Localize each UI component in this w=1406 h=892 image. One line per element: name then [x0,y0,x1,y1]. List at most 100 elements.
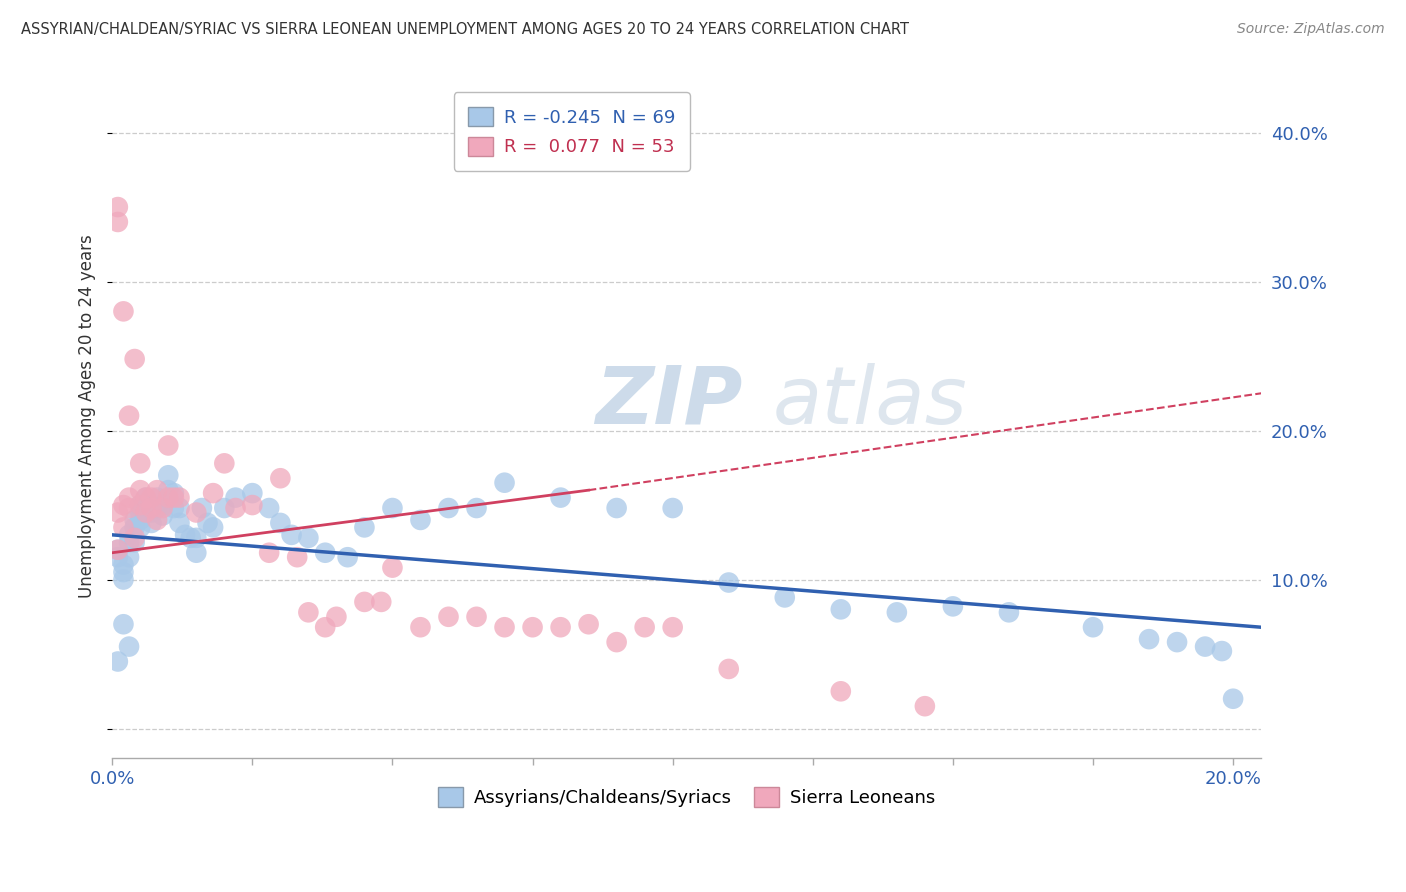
Point [437,609,460,624]
Point [437,501,460,516]
Point [465,609,488,624]
Point [1222,691,1244,706]
Point [107,506,129,520]
Point [112,573,135,587]
Y-axis label: Unemployment Among Ages 20 to 24 years: Unemployment Among Ages 20 to 24 years [79,234,96,598]
Point [494,475,516,490]
Point [550,620,572,634]
Point [152,508,174,523]
Point [118,528,141,542]
Point [634,620,657,634]
Point [717,575,740,590]
Point [112,304,135,318]
Point [494,620,516,634]
Point [157,468,180,483]
Point [578,617,600,632]
Point [717,662,740,676]
Point [773,591,796,605]
Point [1194,640,1216,654]
Text: Source: ZipAtlas.com: Source: ZipAtlas.com [1237,22,1385,37]
Point [112,617,135,632]
Point [314,546,336,560]
Point [830,684,852,698]
Point [214,456,236,470]
Point [409,513,432,527]
Point [124,531,146,545]
Point [135,506,157,520]
Point [280,528,302,542]
Point [107,215,129,229]
Point [141,501,163,516]
Point [197,516,219,530]
Point [112,565,135,579]
Point [353,595,375,609]
Point [550,491,572,505]
Point [118,535,141,549]
Point [202,486,225,500]
Point [214,501,236,516]
Point [118,491,141,505]
Point [169,501,191,516]
Point [141,506,163,520]
Point [169,491,191,505]
Point [886,605,908,619]
Point [297,605,319,619]
Point [191,501,214,516]
Point [157,483,180,498]
Point [465,501,488,516]
Point [257,546,280,560]
Point [240,486,263,500]
Point [186,531,208,545]
Point [661,501,683,516]
Point [152,498,174,512]
Point [129,483,152,498]
Point [269,471,291,485]
Text: atlas: atlas [773,363,967,441]
Point [141,516,163,530]
Point [112,498,135,512]
Point [107,542,129,557]
Point [285,550,308,565]
Point [225,501,247,516]
Point [225,491,247,505]
Text: ZIP: ZIP [595,363,742,441]
Point [107,200,129,214]
Point [186,546,208,560]
Point [1081,620,1104,634]
Point [163,501,186,516]
Point [661,620,683,634]
Point [381,560,404,574]
Point [146,501,169,516]
Point [240,498,263,512]
Point [830,602,852,616]
Point [325,609,347,624]
Point [135,491,157,505]
Point [118,640,141,654]
Point [914,699,936,714]
Point [124,535,146,549]
Point [370,595,392,609]
Point [118,409,141,423]
Text: ASSYRIAN/CHALDEAN/SYRIAC VS SIERRA LEONEAN UNEMPLOYMENT AMONG AGES 20 TO 24 YEAR: ASSYRIAN/CHALDEAN/SYRIAC VS SIERRA LEONE… [21,22,910,37]
Point [107,542,129,557]
Point [107,655,129,669]
Point [124,520,146,534]
Point [174,528,197,542]
Point [135,491,157,505]
Point [135,501,157,516]
Point [152,501,174,516]
Point [118,501,141,516]
Legend: Assyrians/Chaldeans/Syriacs, Sierra Leoneans: Assyrians/Chaldeans/Syriacs, Sierra Leon… [430,780,942,814]
Point [129,513,152,527]
Point [409,620,432,634]
Point [180,531,202,545]
Point [522,620,544,634]
Point [1211,644,1233,658]
Point [169,516,191,530]
Point [107,550,129,565]
Point [1166,635,1188,649]
Point [606,501,628,516]
Point [129,498,152,512]
Point [146,513,169,527]
Point [129,520,152,534]
